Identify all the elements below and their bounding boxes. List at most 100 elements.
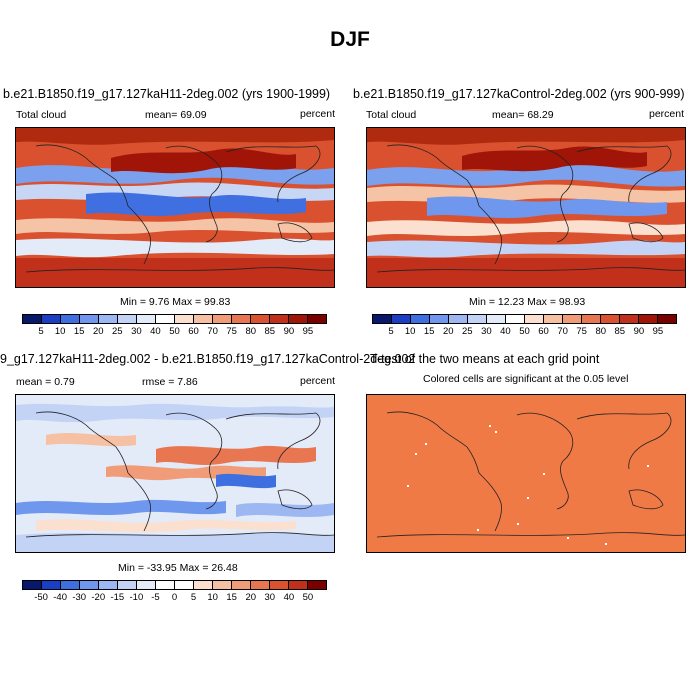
panel2-colorbar-tick-label: 30: [481, 326, 492, 337]
panel2-colorbar-cell: [411, 315, 430, 323]
panel1-colorbar-tick-label: 10: [54, 326, 66, 337]
panel2-colorbar-tick-label: 95: [652, 326, 664, 337]
panel1-colorbar-cell: [80, 315, 99, 323]
panel3-colorbar-tick-label: 20: [245, 592, 257, 603]
panel4-subtitle: Colored cells are significant at the 0.0…: [423, 373, 629, 385]
panel1-colorbar-cell: [175, 315, 194, 323]
panel2-colorbar-labels: 5 10 15 20 25 30 40 50 60 70 75 80 85 90 95: [372, 324, 677, 337]
panel2-variable-label: Total cloud: [366, 109, 417, 121]
panel3-colorbar-cell: [232, 581, 251, 589]
panel3-colorbar-cells: [22, 580, 327, 590]
panel1-colorbar-cell: [118, 315, 137, 323]
panel3-units-label: percent: [300, 375, 336, 387]
panel1-colorbar-tick-label: 30: [131, 326, 142, 337]
panel1-colorbar-cell: [23, 315, 42, 323]
panel2-colorbar-tick-label: 20: [442, 326, 454, 337]
panel3-title: 9_g17.127kaH11-2deg.002 - b.e21.B1850.f1…: [0, 352, 416, 366]
panel1-units-label: percent: [300, 108, 336, 120]
panel1-colorbar-tick-label: 50: [169, 326, 180, 337]
panel3-colorbar-tick-label: 50: [302, 592, 314, 603]
panel2-colorbar-tick-label: 50: [519, 326, 530, 337]
panel3-colorbar-cell: [23, 581, 42, 589]
panel2-colorbar-cell: [658, 315, 676, 323]
panel3-colorbar-tick-label: 30: [264, 592, 276, 603]
panel2-colorbar-tick-label: 10: [404, 326, 416, 337]
panel1-mean-label: mean= 69.09: [145, 109, 207, 121]
panel1-colorbar-cell: [42, 315, 61, 323]
panel2-colorbar-tick-label: 15: [423, 326, 435, 337]
panel3-colorbar-tick-label: -15: [110, 592, 125, 603]
panel3-mean-label: mean = 0.79: [16, 376, 75, 388]
panel2-colorbar-cell: [582, 315, 601, 323]
panel2-colorbar-cell: [430, 315, 449, 323]
panel2-colorbar-cell: [487, 315, 506, 323]
panel2-colorbar-cell: [639, 315, 658, 323]
panel2-minmax: Min = 12.23 Max = 98.93: [469, 296, 586, 308]
panel2-colorbar-tick-label: 75: [576, 326, 587, 337]
panel2-colorbar-tick-label: 25: [462, 326, 473, 337]
panel1-colorbar-cell: [251, 315, 270, 323]
panel2-mean-label: mean= 68.29: [492, 109, 554, 121]
panel1-title: b.e21.B1850.f19_g17.127kaH11-2deg.002 (y…: [3, 87, 331, 101]
panel2-colorbar-cell: [525, 315, 544, 323]
panel3-colorbar-tick-label: -30: [72, 592, 87, 603]
panel2-colorbar-tick-label: 85: [614, 326, 626, 337]
panel3-colorbar-tick-label: 10: [207, 592, 218, 603]
panel1-colorbar-cell: [308, 315, 326, 323]
panel3-colorbar: -50 -40 -30 -20 -15 -10 -5 0 5 10 15 20 30 40 50: [22, 580, 327, 603]
panel1-colorbar-cell: [194, 315, 213, 323]
panel3-colorbar-labels: -50 -40 -30 -20 -15 -10 -5 0 5 10 15 20 30 40 50: [22, 590, 327, 603]
panel1-colorbar-cell: [213, 315, 232, 323]
panel3-colorbar-tick-label: -20: [91, 592, 106, 603]
panel2-colorbar-cell: [449, 315, 468, 323]
panel3-colorbar-cell: [137, 581, 156, 589]
panel3-colorbar-cell: [213, 581, 232, 589]
panel3-colorbar-tick-label: -10: [129, 592, 144, 603]
panel3-colorbar-cell: [99, 581, 118, 589]
panel1-colorbar-cell: [289, 315, 308, 323]
panel1-colorbar-tick-label: 20: [92, 326, 104, 337]
panel3-rmse-label: rmse = 7.86: [142, 376, 198, 388]
panel2-colorbar-cell: [392, 315, 411, 323]
panel1-colorbar-tick-label: 15: [73, 326, 85, 337]
panel3-colorbar-tick-label: 15: [226, 592, 237, 603]
panel1-colorbar-tick-label: 60: [188, 326, 199, 337]
panel2-colorbar-cell: [601, 315, 620, 323]
panel2-colorbar: 5 10 15 20 25 30 40 50 60 70 75 80 85 90 95: [372, 314, 677, 337]
panel3-colorbar-cell: [156, 581, 175, 589]
panel3-colorbar-cell: [61, 581, 80, 589]
panel1-colorbar-cell: [99, 315, 118, 323]
panel2-colorbar-cell: [373, 315, 392, 323]
panel2-title: b.e21.B1850.f19_g17.127kaControl-2deg.00…: [353, 87, 685, 101]
panel1-minmax: Min = 9.76 Max = 99.83: [120, 296, 231, 308]
panel3-colorbar-tick-label: -40: [53, 592, 67, 603]
panel4-title: T-test of the two means at each grid poi…: [370, 352, 600, 366]
panel4-map: [366, 394, 686, 553]
panel1-colorbar-cell: [270, 315, 289, 323]
panel1-colorbar-tick-label: 90: [283, 326, 295, 337]
panel3-map: [15, 394, 335, 553]
panel1-colorbar-tick-label: 70: [207, 326, 218, 337]
panel2-colorbar-cell: [563, 315, 582, 323]
panel1-colorbar-tick-label: 95: [302, 326, 314, 337]
panel3-colorbar-cell: [308, 581, 326, 589]
panel1-colorbar-tick-label: 40: [150, 326, 161, 337]
panel1-variable-label: Total cloud: [16, 109, 67, 121]
panel2-colorbar-tick-label: 70: [557, 326, 568, 337]
panel3-colorbar-tick-label: -5: [151, 592, 160, 603]
panel3-colorbar-tick-label: 0: [171, 592, 178, 603]
panel2-colorbar-tick-label: 60: [538, 326, 549, 337]
panel1-colorbar-cell: [137, 315, 156, 323]
panel3-colorbar-tick-label: 5: [190, 592, 197, 603]
panel3-colorbar-cell: [80, 581, 99, 589]
panel1-colorbar-cell: [232, 315, 251, 323]
panel2-colorbar-cell: [620, 315, 639, 323]
panel1-colorbar-labels: 5 10 15 20 25 30 40 50 60 70 75 80 85 90 95: [22, 324, 327, 337]
panel1-colorbar-cell: [61, 315, 80, 323]
panel2-colorbar-tick-label: 5: [388, 326, 394, 337]
panel3-colorbar-tick-label: 40: [283, 592, 295, 603]
panel3-minmax: Min = -33.95 Max = 26.48: [118, 562, 238, 574]
panel2-colorbar-cells: [372, 314, 677, 324]
panel3-colorbar-tick-label: -50: [34, 592, 48, 603]
panel1-map: [15, 127, 335, 288]
